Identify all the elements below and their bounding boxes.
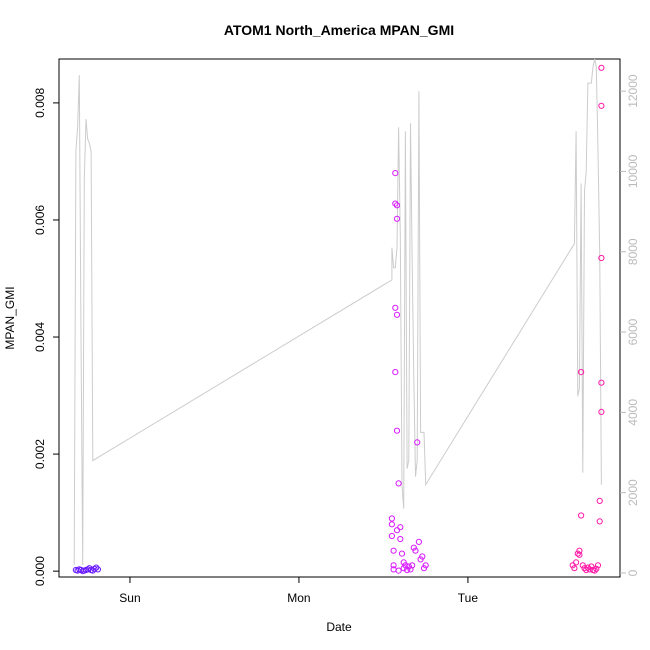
y-left-tick-label: 0.006 [33, 205, 47, 235]
y-right-tick-label: 0 [626, 569, 640, 576]
scatter-point [93, 564, 100, 571]
scatter-point [415, 538, 422, 546]
x-axis: Sun Mon Tue [119, 577, 478, 605]
scatter-point [598, 379, 605, 386]
scatter-point [412, 547, 419, 554]
y-right-tick-label: 12000 [626, 74, 640, 108]
scatter-point [414, 439, 421, 446]
scatter-point [596, 497, 603, 504]
x-tick-label: Mon [287, 591, 310, 605]
scatter-point [593, 565, 600, 572]
scatter-point [390, 562, 397, 569]
scatter-point [390, 547, 397, 554]
y-right-tick-label: 8000 [626, 238, 640, 265]
scatter-point [388, 532, 395, 540]
scatter-point [591, 567, 598, 574]
plot-frame [58, 58, 621, 578]
scatter-point [388, 521, 395, 528]
scatter-points-layer [72, 64, 605, 575]
scatter-point [91, 565, 98, 572]
scatter-point [584, 564, 592, 571]
scatter-point [571, 565, 578, 572]
scatter-point [392, 170, 399, 177]
scatter-point [588, 563, 595, 570]
scatter-point [397, 535, 404, 543]
y-axis-left: 0.000 0.002 0.004 0.006 0.008 [33, 88, 59, 586]
scatter-point [578, 369, 585, 376]
scatter-point [594, 562, 602, 569]
scatter-point [596, 518, 603, 525]
scatter-point [576, 551, 583, 558]
y-left-tick-label: 0.008 [33, 88, 47, 118]
scatter-point [409, 562, 416, 569]
scatter-point [598, 102, 605, 109]
scatter-point [393, 202, 401, 209]
y-right-tick-label: 2000 [626, 479, 640, 506]
scatter-point [419, 553, 426, 560]
y-left-tick-label: 0.002 [33, 439, 47, 469]
y-axis-label: MPAN_GMI [3, 286, 17, 349]
y-left-tick-label: 0.000 [33, 556, 47, 586]
scatter-point [410, 544, 417, 551]
y-axis-right: 0 2000 4000 6000 8000 10000 12000 [620, 74, 640, 576]
y-right-tick-label: 6000 [626, 318, 640, 345]
scatter-point [388, 515, 395, 522]
x-axis-label: Date [326, 620, 352, 634]
scatter-point [393, 527, 401, 534]
scatter-point [598, 254, 605, 262]
scatter-point [393, 311, 401, 318]
scatter-point [392, 200, 399, 207]
y-left-tick-label: 0.004 [33, 322, 47, 352]
scatter-point [598, 408, 605, 415]
scatter-point [94, 566, 102, 573]
scatter-point [598, 64, 605, 71]
series-line-layer [73, 58, 602, 566]
chart-title: ATOM1 North_America MPAN_GMI [224, 22, 454, 38]
scatter-point [398, 550, 406, 557]
scatter-point [392, 369, 399, 376]
scatter-point [397, 524, 404, 531]
y-right-tick-label: 10000 [626, 154, 640, 188]
series-line [73, 58, 602, 566]
scatter-point [395, 567, 402, 574]
scatter-point [404, 566, 411, 574]
x-tick-label: Sun [119, 591, 140, 605]
scatter-point [573, 559, 580, 566]
x-tick-label: Tue [458, 591, 479, 605]
scatter-point [393, 427, 401, 434]
scatter-point [578, 512, 585, 519]
scatter-point [576, 547, 583, 554]
scatter-point [422, 562, 429, 569]
scatter-point [395, 480, 402, 487]
scatter-point [392, 304, 399, 311]
y-right-tick-label: 4000 [626, 399, 640, 426]
scatter-point [393, 215, 401, 222]
